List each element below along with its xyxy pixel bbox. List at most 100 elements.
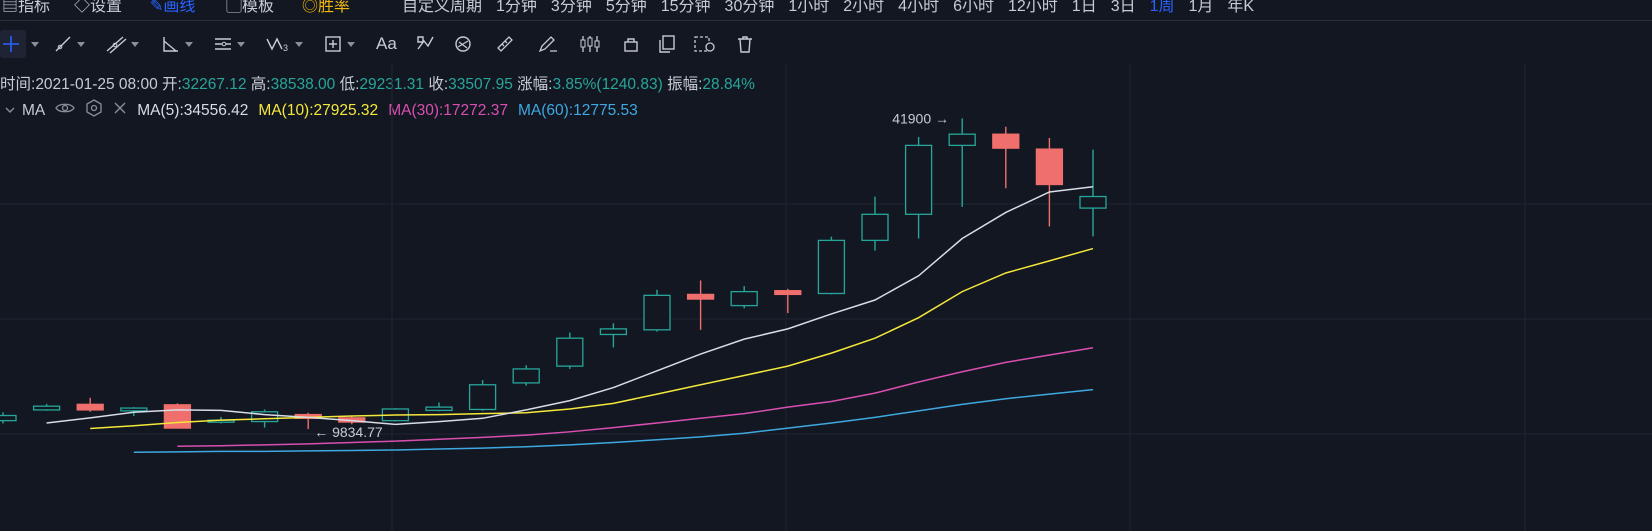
menu-indicators[interactable]: ▤指标 xyxy=(2,0,51,15)
timeframe-tab[interactable]: 4小时 xyxy=(898,0,940,15)
candle-body xyxy=(817,239,846,295)
pen-tool[interactable] xyxy=(536,30,560,58)
text-tool[interactable]: Aa xyxy=(376,30,397,58)
angle-icon xyxy=(163,37,178,52)
ohlc-info: 时间:2021-01-25 08:00 开:32267.12 高:38538.0… xyxy=(0,72,755,94)
amplitude-label: 振幅: xyxy=(667,76,703,93)
trash-tool[interactable] xyxy=(734,30,756,58)
ma-indicator-name: MA xyxy=(22,101,46,119)
ma60-value: MA(60):12775.53 xyxy=(517,101,638,119)
change-label: 涨幅: xyxy=(517,76,553,93)
candle-body xyxy=(556,337,584,367)
timeframe-tab[interactable]: 12小时 xyxy=(1007,0,1058,15)
lock-tool[interactable] xyxy=(620,30,642,58)
timeframe-tab[interactable]: 15分钟 xyxy=(660,0,711,15)
candle-body xyxy=(1035,148,1064,186)
candle-body xyxy=(774,290,802,296)
pen-icon xyxy=(538,36,557,53)
candle-body xyxy=(904,144,933,215)
ma-legend: MA MA(5):34556.42 MA(10):27925.32 MA(30)… xyxy=(0,99,648,122)
low-price-label: ← 9834.77 xyxy=(314,424,383,440)
candle-body xyxy=(512,368,540,384)
template-icon: ▢ xyxy=(226,0,243,15)
coin-icon: ◎ xyxy=(302,0,319,15)
timeframe-tab[interactable]: 1日 xyxy=(1071,0,1097,15)
horizontal-lines-tool[interactable] xyxy=(212,30,245,58)
measure-icon xyxy=(325,36,341,52)
menu-drawing[interactable]: ✎画线 xyxy=(150,0,196,15)
timeframe-tab[interactable]: 1月 xyxy=(1188,0,1214,15)
indicators-icon: ▤ xyxy=(2,0,19,15)
open-label: 开: xyxy=(162,76,182,93)
candle-body xyxy=(730,290,758,307)
trash-icon xyxy=(738,36,752,53)
trend-line-tool[interactable] xyxy=(52,30,85,58)
settings-tool[interactable] xyxy=(692,30,718,58)
ruler-tool[interactable] xyxy=(494,30,516,58)
pattern-tool[interactable] xyxy=(414,30,436,58)
timeframe-tab[interactable]: 年K xyxy=(1227,0,1255,15)
open-value: 32267.12 xyxy=(181,76,247,93)
high-value: 38538.00 xyxy=(270,76,336,93)
ma60-line xyxy=(133,388,1094,454)
ma5-line xyxy=(46,186,1094,426)
angle-tool[interactable] xyxy=(160,30,193,58)
candle-body xyxy=(120,407,148,412)
candle-body xyxy=(32,405,61,411)
brush-tool[interactable] xyxy=(452,30,474,58)
lock-icon xyxy=(624,38,638,52)
candles-tool[interactable] xyxy=(578,30,602,58)
trend-line-icon xyxy=(55,36,71,52)
menu-template[interactable]: ▢模板 xyxy=(226,0,275,15)
timeframe-tab[interactable]: 1分钟 xyxy=(496,0,537,15)
timeframe-tab[interactable]: 自定义周期 xyxy=(402,0,483,15)
horizontal-lines-icon xyxy=(215,38,231,50)
crosshair-dropdown[interactable] xyxy=(28,30,39,58)
timeframe-tab[interactable]: 3日 xyxy=(1110,0,1136,15)
candle-body xyxy=(686,293,715,300)
timeframe-tab[interactable]: 3分钟 xyxy=(550,0,592,15)
candle-body xyxy=(992,133,1020,149)
menu-settings[interactable]: ◇设置 xyxy=(74,0,123,15)
text-icon: Aa xyxy=(376,34,397,53)
close-value: 33507.95 xyxy=(448,76,513,93)
price-chart[interactable]: 41900 → ← 9834.77 xyxy=(0,64,1652,531)
amplitude-value: 28.84% xyxy=(702,76,755,93)
eye-icon[interactable] xyxy=(55,101,76,120)
candle-body xyxy=(643,294,671,331)
ma5-value: MA(5):34556.42 xyxy=(137,101,249,119)
settings-icon: ◇ xyxy=(74,0,91,15)
wave-tool[interactable]: 3 xyxy=(264,30,303,58)
candle-body xyxy=(599,328,628,336)
timeframe-tabs: 自定义周期 1分钟 3分钟 5分钟 15分钟 30分钟 1小时 2小时 4小时 6小时 12小时 1日… xyxy=(402,0,1268,16)
top-menu-bar: ▤指标 ◇设置 ✎画线 ▢模板 ◎胜率 自定义周期 1分钟 3分钟 5分钟 15分钟 30… xyxy=(0,0,1652,21)
ma30-line xyxy=(177,347,1094,447)
drawing-icon: ✎ xyxy=(150,0,164,15)
collapse-chevron-icon[interactable] xyxy=(4,102,16,120)
close-label: 收: xyxy=(428,76,449,93)
candle-body xyxy=(76,403,104,411)
high-label: 高: xyxy=(250,76,271,93)
close-icon[interactable] xyxy=(113,101,127,120)
drawing-toolbar: 3 Aa xyxy=(0,24,1652,64)
fib-tool[interactable] xyxy=(104,30,139,58)
candle-body xyxy=(0,414,17,422)
candle-body xyxy=(250,411,279,423)
timeframe-tab[interactable]: 5分钟 xyxy=(605,0,647,15)
high-price-label: 41900 → xyxy=(892,110,949,126)
menu-winrate[interactable]: ◎胜率 xyxy=(302,0,351,15)
copy-tool[interactable] xyxy=(656,30,678,58)
crosshair-tool[interactable] xyxy=(0,30,26,58)
settings-icon xyxy=(694,36,715,52)
timeframe-tab[interactable]: 6小时 xyxy=(953,0,994,15)
timeframe-tab[interactable]: 1小时 xyxy=(788,0,830,15)
measure-tool[interactable] xyxy=(322,30,355,58)
wave-icon: 3 xyxy=(266,37,288,53)
timeframe-tab[interactable]: 1周 xyxy=(1149,0,1175,15)
fib-icon xyxy=(106,36,127,54)
low-label: 低: xyxy=(339,76,360,93)
gear-icon[interactable] xyxy=(85,99,103,122)
timeframe-tab[interactable]: 30分钟 xyxy=(724,0,775,15)
pattern-icon xyxy=(417,36,434,50)
timeframe-tab[interactable]: 2小时 xyxy=(843,0,885,15)
